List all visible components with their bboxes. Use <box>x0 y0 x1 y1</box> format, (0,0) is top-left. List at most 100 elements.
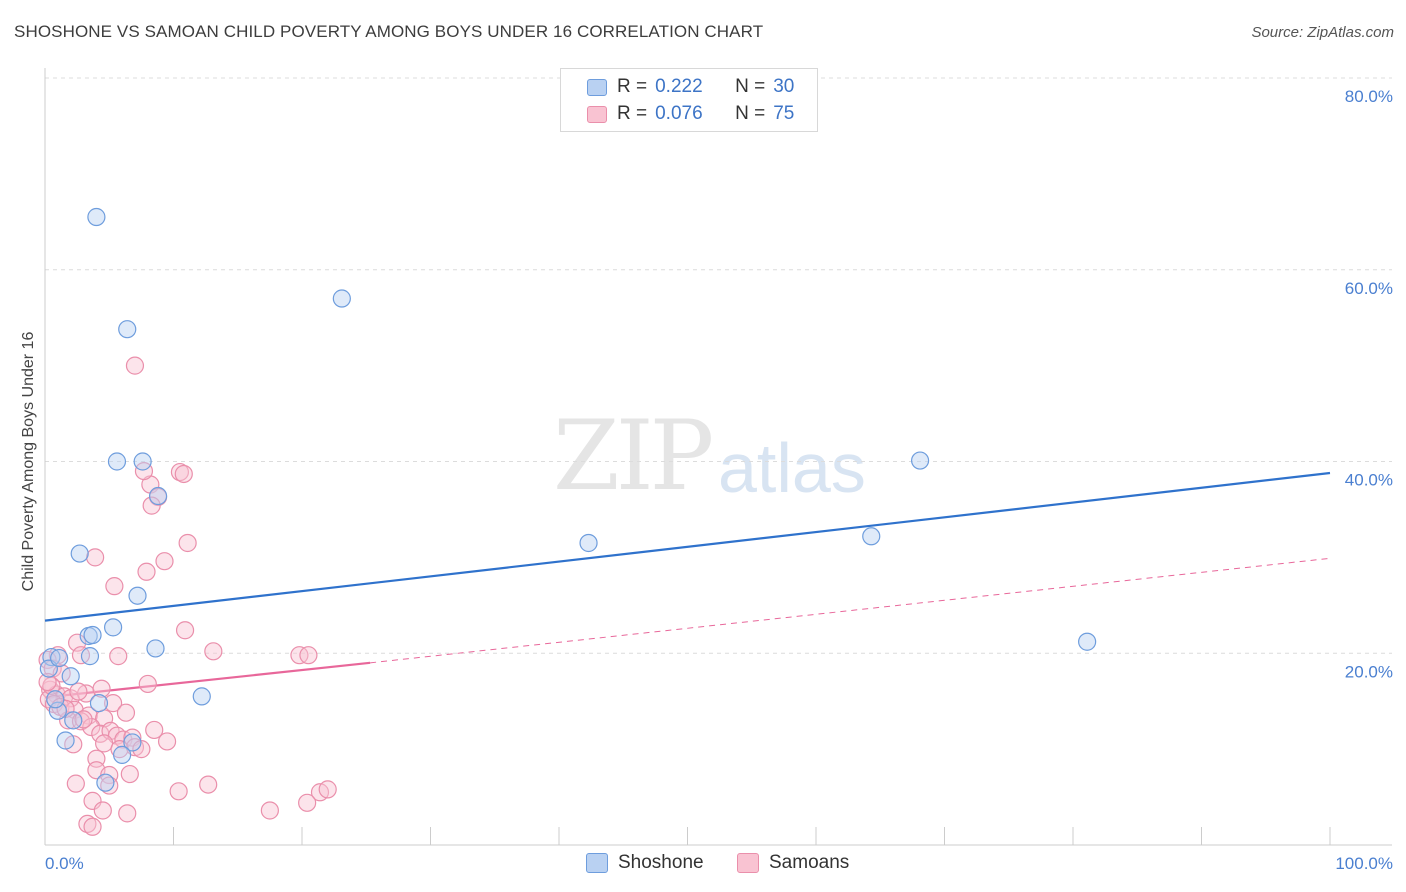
samoans-trendline-extrapolated <box>370 557 1331 664</box>
legend-n-value: 75 <box>773 103 795 124</box>
samoans-point <box>82 717 101 737</box>
shoshone-point <box>133 452 152 471</box>
samoans-point <box>134 461 154 481</box>
legend-n-label: N = <box>735 76 766 97</box>
shoshone-point <box>1078 632 1097 651</box>
samoans-point <box>142 496 161 515</box>
series-legend: Shoshone Samoans <box>0 852 1406 878</box>
watermark-zip: ZIP <box>553 400 714 512</box>
samoans-point <box>116 703 136 722</box>
y-tick-label: 80.0% <box>1345 87 1393 106</box>
legend-r-value: 0.076 <box>655 103 703 124</box>
samoans-point <box>169 782 188 801</box>
samoans-point <box>78 814 97 834</box>
shoshone-point <box>48 701 67 720</box>
y-tick-label: 40.0% <box>1345 471 1393 490</box>
shoshone-point <box>112 745 132 764</box>
chart-title: SHOSHONE VS SAMOAN CHILD POVERTY AMONG B… <box>14 22 764 41</box>
trendlines <box>44 471 1331 699</box>
shoshone-trendline <box>44 471 1331 622</box>
shoshone-point <box>89 694 109 713</box>
shoshone-point <box>862 527 881 546</box>
tick-labels: 20.0% 40.0% 60.0% 80.0% 0.0% 100.0% Child Pove… <box>20 87 1393 873</box>
samoans-point <box>86 548 105 567</box>
shoshone-point <box>61 667 80 686</box>
legend-r-value: 0.222 <box>655 76 703 97</box>
samoans-point <box>175 621 195 640</box>
shoshone-point <box>148 486 168 506</box>
samoans-point <box>299 646 318 665</box>
y-tick-label: 20.0% <box>1345 662 1393 681</box>
samoans-point <box>109 647 128 666</box>
x-tick-label: 0.0% <box>45 854 84 873</box>
samoans-point <box>155 552 174 571</box>
shoshone-point <box>104 618 123 637</box>
legend-label-samoans: Samoans <box>769 852 850 873</box>
samoans-point <box>199 775 218 794</box>
samoans-point <box>66 774 85 793</box>
legend-item-samoans[interactable]: Samoans <box>737 852 849 874</box>
shoshone-point <box>46 690 65 709</box>
source-credit: Source: ZipAtlas.com <box>1251 24 1394 41</box>
samoans-point <box>125 356 145 375</box>
shoshone-point <box>50 648 69 668</box>
samoans-point <box>71 712 91 731</box>
samoans-trendline <box>44 661 371 699</box>
shoshone-point <box>56 731 75 750</box>
y-axis-title: Child Poverty Among Boys Under 16 <box>20 332 37 592</box>
shoshone-point <box>87 207 106 227</box>
samoans-point <box>83 817 102 836</box>
samoans-point <box>204 642 223 661</box>
axes <box>44 68 1392 846</box>
shoshone-point <box>42 647 61 667</box>
samoans-point <box>318 780 337 799</box>
samoans-point <box>132 740 151 759</box>
samoans-point <box>174 464 193 484</box>
samoans-point <box>92 679 111 698</box>
samoans-point <box>93 801 112 820</box>
samoans-swatch <box>587 105 607 123</box>
shoshone-point <box>332 289 351 308</box>
legend-n-label: N = <box>735 103 766 124</box>
samoans-point <box>118 804 137 823</box>
legend-n-value: 30 <box>773 76 795 97</box>
legend-row-samoans: R = 0.076 N = 75 <box>587 102 794 126</box>
legend-item-shoshone[interactable]: Shoshone <box>586 852 704 874</box>
legend-row-shoshone: R = 0.222 N = 30 <box>587 75 794 99</box>
watermark-atlas: atlas <box>718 429 866 507</box>
shoshone-point <box>192 687 211 706</box>
y-tick-label: 60.0% <box>1345 279 1393 298</box>
legend-r-label: R = <box>617 76 648 97</box>
gridlines <box>45 77 1392 654</box>
shoshone-point <box>146 639 165 658</box>
shoshone-point <box>107 452 127 471</box>
samoans-point <box>137 562 156 581</box>
samoans-point <box>157 732 177 751</box>
legend-label-shoshone: Shoshone <box>618 852 704 873</box>
shoshone-point <box>579 533 598 553</box>
samoans-point <box>260 801 279 820</box>
x-tick-label: 100.0% <box>1335 854 1393 873</box>
shoshone-point <box>118 320 137 339</box>
samoans-point <box>105 577 124 596</box>
samoans-point <box>178 533 197 553</box>
legend-r-label: R = <box>617 103 648 124</box>
samoans-point <box>145 720 164 740</box>
samoans-point <box>138 674 157 694</box>
shoshone-swatch <box>587 78 607 96</box>
samoans-point <box>298 793 317 812</box>
shoshone-point <box>96 773 115 792</box>
shoshone-point <box>83 625 102 645</box>
shoshone-point <box>123 733 142 752</box>
samoans-point <box>38 672 57 692</box>
shoshone-point <box>64 711 83 730</box>
samoans-point <box>104 694 123 713</box>
samoans-point <box>69 682 88 701</box>
shoshone-point <box>80 647 100 666</box>
data-points <box>38 207 1097 836</box>
shoshone-point <box>70 544 89 563</box>
shoshone-point <box>910 451 930 470</box>
samoans-point <box>95 734 114 753</box>
shoshone-swatch <box>586 853 608 873</box>
